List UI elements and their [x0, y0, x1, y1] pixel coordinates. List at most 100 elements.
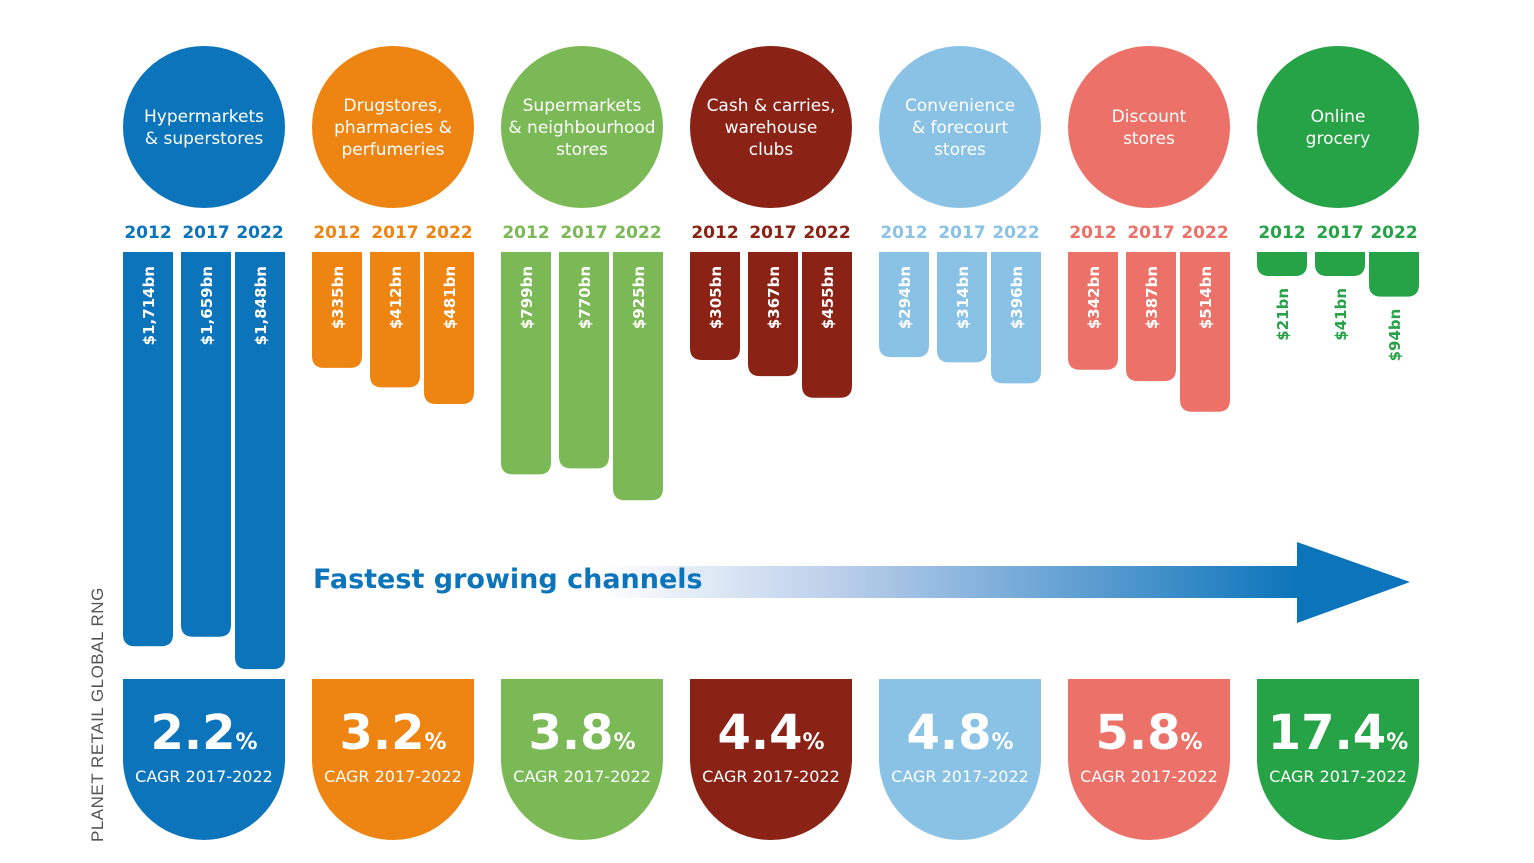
value-label: $294bn [896, 266, 914, 329]
bar [235, 252, 285, 670]
channel-name: perfumeries [341, 140, 444, 160]
value-label: $367bn [765, 266, 783, 329]
bar [1068, 252, 1118, 370]
year-label: 2012 [502, 223, 549, 243]
value-label: $455bn [819, 266, 837, 329]
bar [748, 252, 798, 377]
channel-name: pharmacies & [334, 118, 452, 138]
channel-circle [123, 46, 285, 208]
bar [1369, 252, 1419, 297]
bar [181, 252, 231, 637]
value-label: $1,714bn [140, 266, 158, 345]
year-label: 2022 [992, 223, 1039, 243]
cagr-badge [501, 679, 663, 840]
bar [312, 252, 362, 368]
bar [501, 252, 551, 475]
year-label: 2012 [313, 223, 360, 243]
cagr-badge [1257, 679, 1419, 840]
value-label: $412bn [387, 266, 405, 329]
value-label: $1,659bn [198, 266, 216, 345]
channel-name: & forecourt [912, 118, 1009, 138]
channel-name: & superstores [145, 129, 264, 149]
cagr-value: 3.8% [528, 705, 635, 761]
year-label: 2022 [236, 223, 283, 243]
value-label: $514bn [1197, 266, 1215, 329]
year-label: 2012 [1069, 223, 1116, 243]
bar [937, 252, 987, 363]
year-label: 2012 [124, 223, 171, 243]
channel-name: Hypermarkets [144, 107, 264, 127]
channel-name: Drugstores, [344, 96, 443, 116]
year-label: 2022 [803, 223, 850, 243]
bar [123, 252, 173, 647]
value-label: $335bn [329, 266, 347, 329]
channel-name: stores [556, 140, 608, 160]
channel-name: Discount [1112, 107, 1187, 127]
cagr-value: 4.4% [717, 705, 824, 761]
year-label: 2017 [182, 223, 229, 243]
cagr-value: 4.8% [906, 705, 1013, 761]
channel-circle [1068, 46, 1230, 208]
source-label: PLANET RETAIL GLOBAL RNG [88, 587, 107, 842]
bar [1126, 252, 1176, 382]
year-label: 2022 [1370, 223, 1417, 243]
channel-group: Drugstores,pharmacies &perfumeries 2012 $3… [312, 46, 474, 840]
cagr-label: CAGR 2017-2022 [513, 767, 651, 786]
channel-name: Convenience [905, 96, 1015, 116]
value-label: $21bn [1274, 288, 1292, 341]
value-label: $387bn [1143, 266, 1161, 329]
cagr-badge [312, 679, 474, 840]
cagr-badge [690, 679, 852, 840]
cagr-value: 2.2% [150, 705, 257, 761]
bar [1180, 252, 1230, 412]
year-label: 2017 [1127, 223, 1174, 243]
channel-circle [501, 46, 663, 208]
bar [370, 252, 420, 388]
cagr-badge [879, 679, 1041, 840]
cagr-label: CAGR 2017-2022 [702, 767, 840, 786]
channel-name: stores [934, 140, 986, 160]
year-label: 2012 [691, 223, 738, 243]
year-label: 2017 [560, 223, 607, 243]
channel-circle [690, 46, 852, 208]
year-label: 2017 [938, 223, 985, 243]
bar [879, 252, 929, 358]
cagr-label: CAGR 2017-2022 [1080, 767, 1218, 786]
value-label: $396bn [1008, 266, 1026, 329]
bar [1315, 252, 1365, 276]
bar [802, 252, 852, 398]
year-label: 2022 [425, 223, 472, 243]
value-label: $481bn [441, 266, 459, 329]
cagr-label: CAGR 2017-2022 [135, 767, 273, 786]
value-label: $770bn [576, 266, 594, 329]
growth-arrow [600, 542, 1410, 623]
value-label: $925bn [630, 266, 648, 329]
channel-name: clubs [749, 140, 794, 160]
channel-name: Supermarkets [523, 96, 642, 116]
value-label: $799bn [518, 266, 536, 329]
cagr-value: 5.8% [1095, 705, 1202, 761]
cagr-value: 3.2% [339, 705, 446, 761]
year-label: 2012 [880, 223, 927, 243]
cagr-badge [1068, 679, 1230, 840]
channel-name: Online [1311, 107, 1366, 127]
bar [424, 252, 474, 405]
channel-name: stores [1123, 129, 1175, 149]
channel-name: grocery [1306, 129, 1371, 149]
channel-name: warehouse [725, 118, 818, 138]
cagr-label: CAGR 2017-2022 [1269, 767, 1407, 786]
year-label: 2012 [1258, 223, 1305, 243]
value-label: $314bn [954, 266, 972, 329]
bar [991, 252, 1041, 384]
cagr-value: 17.4% [1268, 705, 1408, 761]
year-label: 2017 [1316, 223, 1363, 243]
bar [690, 252, 740, 361]
bar [613, 252, 663, 501]
channel-circle [1257, 46, 1419, 208]
